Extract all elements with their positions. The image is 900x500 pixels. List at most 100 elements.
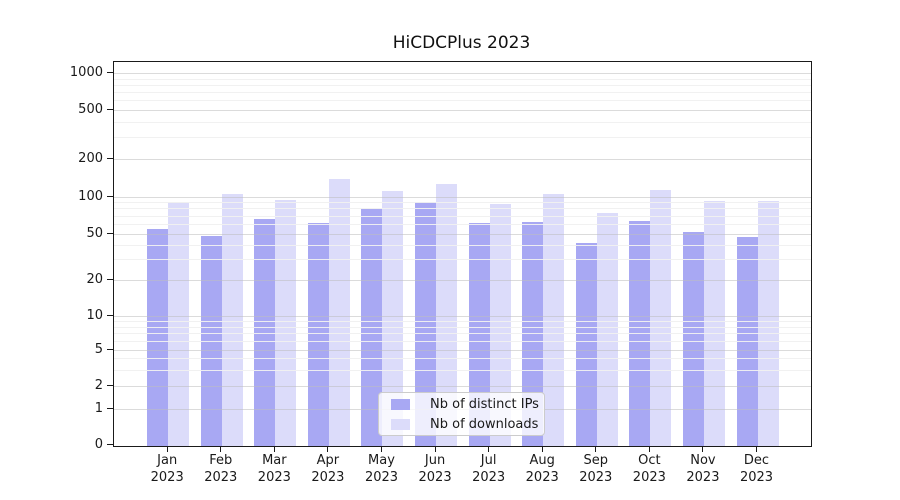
bar-downloads-aug (543, 193, 565, 446)
legend-item-downloads: Nb of downloads (379, 415, 544, 433)
y-tick-label: 1 (94, 401, 103, 416)
x-tick-mark (327, 446, 329, 452)
major-gridline-200 (114, 159, 811, 160)
x-tick-label-feb: Feb 2023 (204, 453, 238, 485)
legend-label-downloads: Nb of downloads (430, 416, 539, 432)
y-tick-mark (107, 158, 113, 159)
x-tick-label-mar: Mar 2023 (257, 453, 291, 485)
minor-gridline (114, 100, 811, 102)
y-tick-label: 20 (86, 272, 103, 287)
bar-downloads-nov (703, 201, 725, 446)
chart-title: HiCDCPlus 2023 (392, 33, 531, 53)
x-tick-label-jun: Jun 2023 (418, 453, 452, 485)
bar-distinct-ips-mar (254, 219, 276, 446)
x-tick-label-nov: Nov 2023 (686, 453, 720, 485)
y-tick-label: 0 (94, 437, 103, 452)
minor-gridline (114, 244, 811, 246)
y-tick-mark (107, 279, 113, 280)
major-gridline-100 (114, 196, 811, 198)
y-tick-mark (107, 408, 113, 409)
y-tick-mark (107, 109, 113, 110)
bar-downloads-jan (168, 202, 190, 446)
x-tick-mark (541, 446, 543, 452)
minor-gridline (114, 259, 811, 261)
x-tick-mark (488, 446, 490, 452)
x-tick-mark (273, 446, 275, 452)
x-tick-label-dec: Dec 2023 (739, 453, 774, 485)
minor-gridline (114, 369, 811, 371)
y-tick-label: 10 (86, 308, 103, 323)
bar-distinct-ips-sep (575, 242, 597, 446)
minor-gridline (114, 358, 811, 360)
x-tick-mark (166, 446, 168, 452)
minor-gridline (114, 121, 811, 123)
x-tick-mark (380, 446, 382, 452)
x-tick-label-oct: Oct 2023 (632, 453, 666, 485)
major-gridline-10 (114, 316, 811, 317)
major-gridline-1000 (114, 73, 811, 74)
y-tick-mark (107, 348, 113, 350)
minor-gridline (114, 202, 811, 204)
y-tick-label: 500 (78, 102, 103, 117)
minor-gridline (114, 326, 811, 328)
y-tick-label: 50 (86, 225, 103, 241)
bar-downloads-apr (328, 178, 350, 446)
minor-gridline (114, 208, 811, 210)
y-tick-label: 5 (94, 341, 103, 357)
bar-downloads-jun (436, 184, 458, 446)
y-tick-mark (107, 72, 113, 73)
plot-area (113, 61, 812, 447)
bar-distinct-ips-jan (147, 228, 169, 446)
x-tick-mark (595, 446, 597, 452)
minor-gridline (114, 92, 811, 94)
legend-item-distinct-ips: Nb of distinct IPs (379, 395, 544, 413)
x-tick-mark (702, 446, 704, 452)
minor-gridline (114, 84, 811, 86)
y-tick-mark (107, 195, 113, 197)
legend-swatch-distinct-ips-icon (391, 398, 410, 410)
y-tick-mark (107, 444, 113, 445)
major-gridline-2 (114, 385, 811, 387)
minor-gridline (114, 215, 811, 217)
bar-downloads-mar (275, 199, 297, 446)
bar-downloads-jul (489, 203, 511, 446)
x-tick-label-jan: Jan 2023 (150, 453, 184, 485)
bar-distinct-ips-apr (307, 222, 329, 446)
y-tick-label: 2 (94, 377, 103, 393)
major-gridline-50 (114, 233, 811, 235)
minor-gridline (114, 137, 811, 139)
x-tick-label-jul: Jul 2023 (472, 453, 506, 485)
legend-swatch-downloads-icon (391, 418, 410, 430)
bar-distinct-ips-nov (682, 231, 704, 446)
bar-downloads-dec (757, 200, 779, 446)
y-tick-mark (107, 384, 113, 386)
y-tick-mark (107, 315, 113, 316)
y-tick-mark (107, 232, 113, 234)
x-tick-mark (434, 446, 436, 452)
y-tick-label: 200 (78, 151, 103, 166)
bar-downloads-feb (221, 194, 243, 446)
minor-gridline (114, 340, 811, 342)
minor-gridline (114, 78, 811, 80)
bar-downloads-may (382, 190, 404, 446)
minor-gridline (114, 223, 811, 225)
major-gridline-20 (114, 280, 811, 281)
minor-gridline (114, 333, 811, 335)
x-tick-mark (220, 446, 222, 452)
x-tick-label-sep: Sep 2023 (579, 453, 613, 485)
major-gridline-5 (114, 349, 811, 351)
x-tick-label-may: May 2023 (364, 453, 399, 485)
y-tick-label: 1000 (69, 65, 103, 80)
y-tick-label: 100 (78, 188, 103, 204)
bar-distinct-ips-jul (468, 223, 490, 446)
x-tick-mark (648, 446, 650, 452)
legend: Nb of distinct IPs Nb of downloads (378, 392, 545, 436)
legend-label-distinct-ips: Nb of distinct IPs (430, 396, 539, 412)
x-tick-label-apr: Apr 2023 (311, 453, 345, 485)
bar-distinct-ips-jun (415, 202, 437, 446)
bar-downloads-sep (596, 213, 618, 446)
bar-downloads-oct (650, 190, 672, 446)
x-tick-label-aug: Aug 2023 (525, 453, 559, 485)
major-gridline-500 (114, 110, 811, 111)
